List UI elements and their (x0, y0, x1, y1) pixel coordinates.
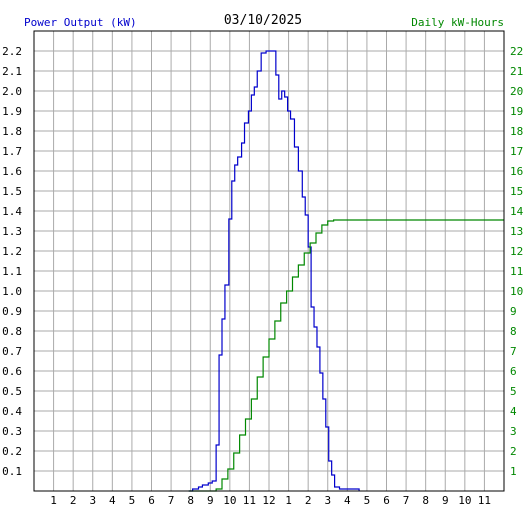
left-tick-label: 0.1 (2, 465, 22, 478)
x-tick-label: 10 (458, 494, 471, 507)
right-tick-label: 1 (510, 465, 517, 478)
left-tick-label: 0.7 (2, 345, 22, 358)
x-tick-label: 11 (243, 494, 256, 507)
left-tick-label: 0.9 (2, 305, 22, 318)
left-axis-ticks: 0.1 0.2 0.3 0.4 0.5 0.6 0.7 0.8 0.9 1.0 1.1 1.2 1.3 1… (2, 45, 22, 478)
left-tick-label: 1.0 (2, 285, 22, 298)
left-tick-label: 2.0 (2, 85, 22, 98)
left-tick-label: 1.2 (2, 245, 22, 258)
x-tick-label: 11 (478, 494, 491, 507)
right-tick-label: 11 (510, 265, 523, 278)
right-tick-label: 4 (510, 405, 517, 418)
x-tick-label: 6 (148, 494, 155, 507)
left-tick-label: 1.9 (2, 105, 22, 118)
power-output-line (188, 50, 360, 492)
right-tick-label: 21 (510, 65, 523, 78)
left-tick-label: 0.3 (2, 425, 22, 438)
x-tick-label: 2 (305, 494, 312, 507)
chart-title: 03/10/2025 (224, 13, 302, 28)
right-tick-label: 7 (510, 345, 517, 358)
left-tick-label: 1.8 (2, 125, 22, 138)
left-tick-label: 0.6 (2, 365, 22, 378)
x-tick-label: 3 (89, 494, 96, 507)
right-tick-label: 2 (510, 445, 517, 458)
x-tick-label: 1 (50, 494, 57, 507)
plot-frame (33, 30, 505, 492)
right-tick-label: 10 (510, 285, 523, 298)
x-tick-label: 4 (109, 494, 116, 507)
x-tick-label: 2 (70, 494, 77, 507)
x-tick-label: 9 (442, 494, 449, 507)
right-tick-label: 15 (510, 185, 523, 198)
x-tick-label: 8 (422, 494, 429, 507)
right-tick-label: 13 (510, 225, 523, 238)
left-tick-label: 0.8 (2, 325, 22, 338)
left-tick-label: 1.3 (2, 225, 22, 238)
left-tick-label: 1.1 (2, 265, 22, 278)
x-tick-label: 9 (207, 494, 214, 507)
right-tick-label: 22 (510, 45, 523, 58)
left-tick-label: 1.6 (2, 165, 22, 178)
right-tick-label: 8 (510, 325, 517, 338)
grid (34, 31, 504, 491)
x-tick-label: 10 (223, 494, 236, 507)
left-tick-label: 2.2 (2, 45, 22, 58)
x-tick-label: 8 (187, 494, 194, 507)
right-tick-label: 12 (510, 245, 523, 258)
x-tick-label: 1 (285, 494, 292, 507)
left-tick-label: 2.1 (2, 65, 22, 78)
left-tick-label: 1.4 (2, 205, 22, 218)
x-tick-label: 5 (364, 494, 371, 507)
x-tick-label: 7 (403, 494, 410, 507)
left-tick-label: 0.5 (2, 385, 22, 398)
left-tick-label: 1.7 (2, 145, 22, 158)
x-tick-label: 5 (129, 494, 136, 507)
x-tick-label: 7 (168, 494, 175, 507)
right-axis-label: Daily kW-Hours (411, 16, 504, 29)
x-tick-label: 4 (344, 494, 351, 507)
daily-kwh-line (188, 219, 504, 492)
right-tick-label: 9 (510, 305, 517, 318)
left-tick-label: 1.5 (2, 185, 22, 198)
right-tick-label: 18 (510, 125, 523, 138)
right-tick-label: 19 (510, 105, 523, 118)
right-tick-label: 5 (510, 385, 517, 398)
x-tick-label: 6 (383, 494, 390, 507)
right-tick-label: 3 (510, 425, 517, 438)
left-axis-label: Power Output (kW) (24, 16, 137, 29)
left-tick-label: 0.2 (2, 445, 22, 458)
right-tick-label: 17 (510, 145, 523, 158)
x-tick-label: 12 (262, 494, 275, 507)
left-tick-label: 0.4 (2, 405, 22, 418)
right-tick-label: 6 (510, 365, 517, 378)
right-tick-label: 14 (510, 205, 524, 218)
x-axis-ticks: 1 2 3 4 5 6 7 8 9 10 11 12 1 2 3 4 5 6 7 8 9 10 11 (50, 494, 491, 507)
x-tick-label: 3 (324, 494, 331, 507)
right-tick-label: 20 (510, 85, 523, 98)
series-lines (188, 50, 504, 492)
right-tick-label: 16 (510, 165, 523, 178)
